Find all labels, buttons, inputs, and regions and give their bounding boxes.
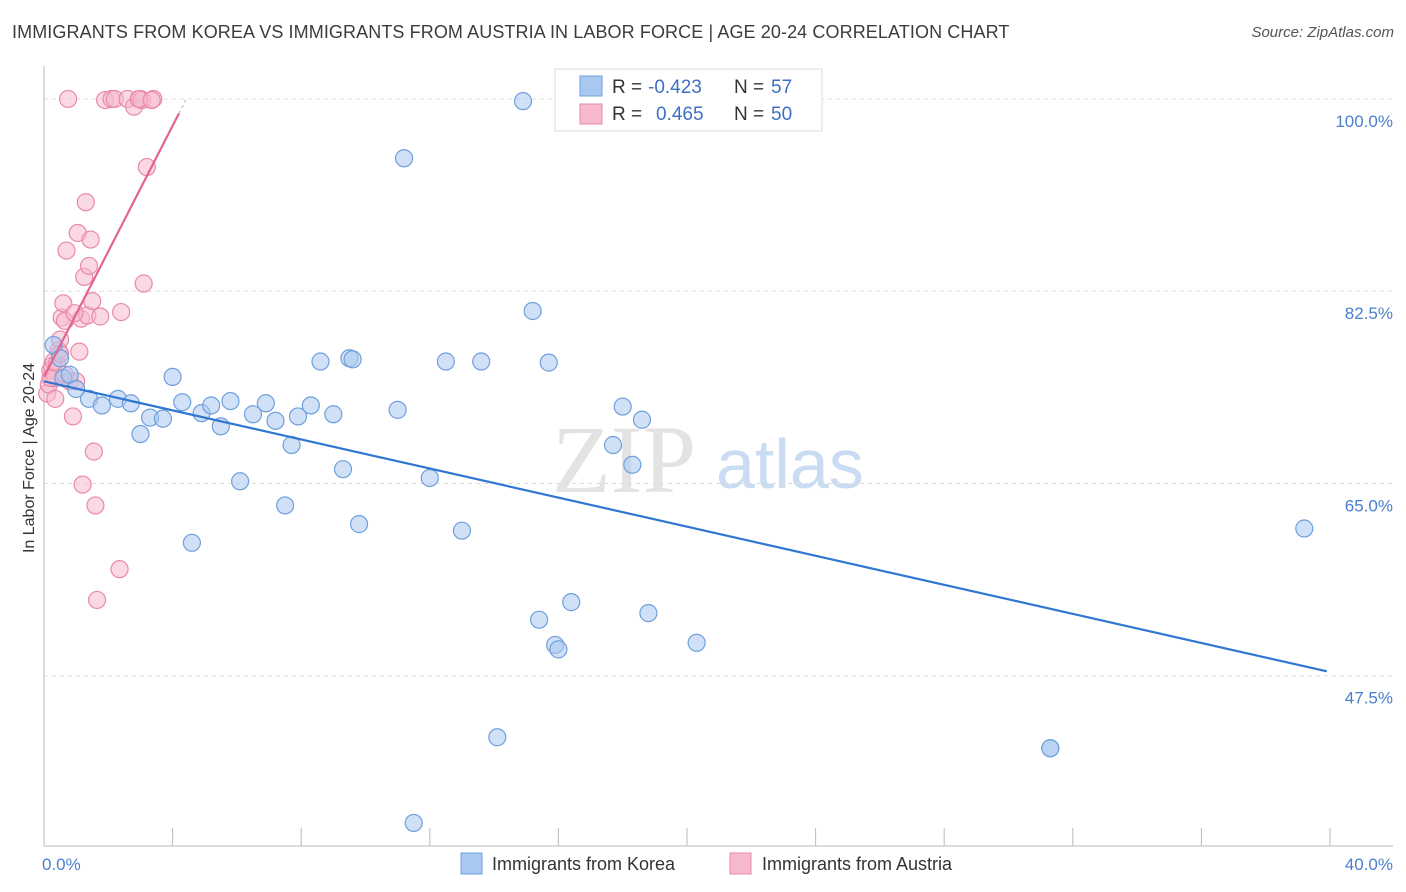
korea-point: [687, 633, 706, 652]
korea-point: [404, 813, 423, 833]
y-tick-label: 82.5%: [1345, 304, 1393, 323]
korea-point: [452, 521, 472, 540]
watermark-zip: ZIP: [552, 406, 696, 513]
austria-point: [112, 302, 131, 322]
austria-point: [86, 496, 105, 515]
watermark: ZIP atlas: [552, 406, 864, 513]
bottom-legend-korea-label: Immigrants from Korea: [492, 854, 676, 874]
korea-point: [343, 350, 362, 369]
korea-point: [221, 391, 240, 411]
austria-point: [57, 241, 76, 260]
axes: [43, 66, 1393, 847]
austria-trendline: [43, 112, 181, 378]
korea-point: [202, 396, 221, 415]
korea-trendline: [43, 380, 1328, 673]
austria-point: [137, 157, 156, 177]
korea-point: [231, 472, 250, 491]
austria-point: [81, 230, 100, 249]
austria-point: [110, 560, 129, 579]
korea-point: [153, 409, 173, 428]
korea-point: [1041, 739, 1060, 758]
austria-point: [79, 256, 99, 276]
x-tick-label-max: 40.0%: [1345, 855, 1393, 874]
korea-point: [163, 367, 182, 387]
korea-point: [243, 405, 263, 424]
legend-austria-n-label: N =: [734, 104, 764, 125]
austria-point: [70, 342, 89, 361]
korea-point: [276, 496, 295, 515]
bottom-legend-austria-swatch: [729, 852, 752, 875]
korea-point: [539, 353, 558, 372]
korea-point: [488, 728, 507, 747]
korea-point: [131, 424, 150, 444]
korea-point: [92, 396, 111, 415]
korea-point: [639, 603, 658, 623]
watermark-atlas: atlas: [716, 425, 864, 503]
austria-trendline-extension: [178, 97, 188, 114]
legend-korea-n-value: 57: [771, 77, 792, 98]
korea-point: [513, 92, 533, 111]
y-tick-label: 100.0%: [1335, 112, 1393, 131]
korea-point: [333, 460, 353, 479]
legend-korea-n-label: N =: [734, 77, 764, 98]
korea-point: [420, 468, 439, 488]
korea-point: [530, 610, 549, 629]
bottom-legend-austria-label: Immigrants from Austria: [762, 854, 953, 874]
austria-point: [134, 274, 153, 293]
korea-point: [173, 393, 192, 412]
y-tick-labels: 47.5% 65.0% 82.5% 100.0%: [1335, 112, 1393, 708]
korea-point: [623, 455, 642, 474]
legend-austria-r-value: 0.465: [656, 104, 704, 125]
korea-point: [523, 301, 542, 321]
austria-point: [142, 90, 161, 110]
austria-point: [63, 407, 83, 426]
austria-point: [91, 307, 110, 326]
korea-point: [349, 515, 369, 534]
trendlines: [43, 97, 1328, 673]
chart-title: IMMIGRANTS FROM KOREA VS IMMIGRANTS FROM…: [12, 22, 1010, 42]
korea-point: [394, 149, 414, 168]
legend-austria-r-label: R =: [612, 104, 642, 125]
korea-point: [182, 533, 201, 552]
y-tick-label: 47.5%: [1345, 689, 1393, 708]
korea-point: [1295, 519, 1314, 538]
korea-point: [301, 396, 320, 415]
legend-austria-n-value: 50: [771, 104, 792, 125]
korea-point: [562, 593, 581, 612]
legend-korea-swatch: [579, 75, 603, 97]
korea-point: [549, 640, 568, 659]
austria-point: [84, 442, 103, 461]
bottom-legend-korea-swatch: [460, 852, 483, 875]
korea-point: [632, 410, 652, 429]
korea-point: [613, 397, 632, 416]
x-tick-label-min: 0.0%: [42, 855, 81, 874]
correlation-legend: R = -0.423 N = 57 R = 0.465 N = 50: [554, 68, 823, 132]
y-axis-label: In Labor Force | Age 20-24: [21, 363, 38, 553]
legend-korea-r-value: -0.423: [648, 77, 702, 98]
austria-point: [87, 590, 107, 610]
austria-point: [73, 475, 92, 494]
legend-korea-r-label: R =: [612, 77, 642, 98]
korea-point: [472, 352, 491, 371]
korea-point: [311, 352, 330, 371]
korea-point: [324, 405, 343, 424]
austria-point: [46, 389, 65, 408]
korea-point: [288, 407, 308, 426]
korea-point: [388, 400, 407, 419]
austria-point: [59, 89, 78, 109]
korea-point: [436, 352, 455, 371]
gridlines: [44, 98, 1393, 677]
y-tick-label: 65.0%: [1345, 496, 1393, 515]
korea-point: [266, 411, 285, 430]
korea-point: [256, 394, 275, 413]
series-legend: Immigrants from Korea Immigrants from Au…: [460, 852, 953, 875]
legend-austria-swatch: [579, 103, 603, 125]
source-credit: Source: ZipAtlas.com: [1251, 24, 1394, 41]
korea-point: [603, 435, 623, 455]
austria-point: [76, 193, 95, 212]
